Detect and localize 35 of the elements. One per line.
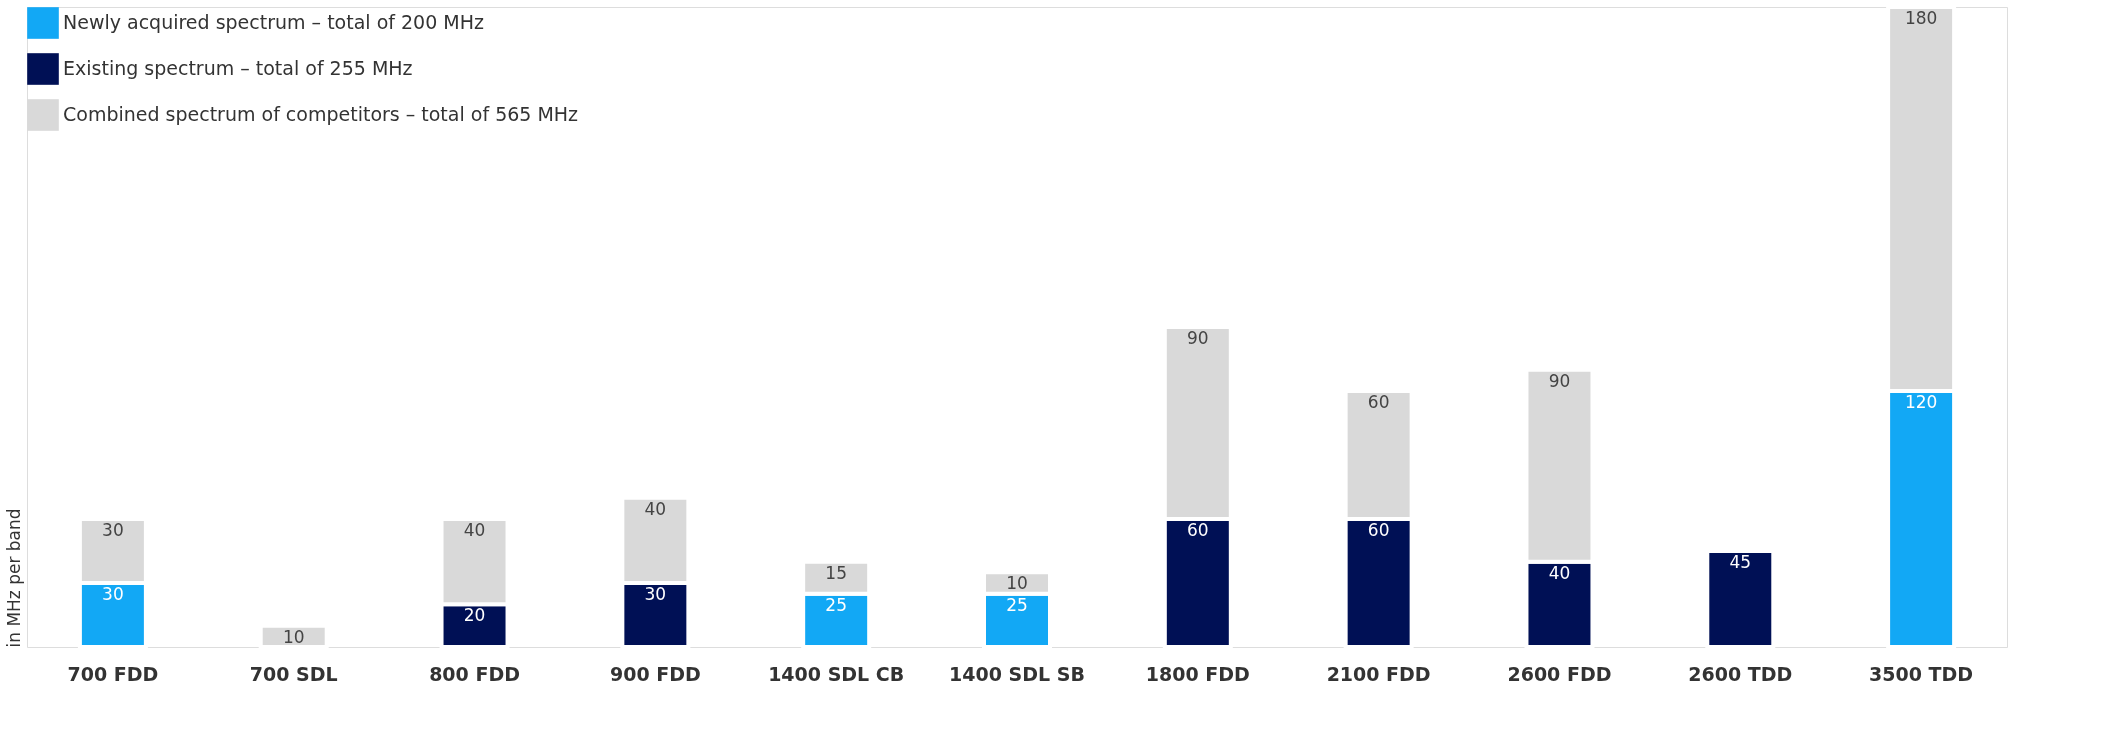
data-label: 30	[102, 584, 124, 604]
x-tick-label: 2600 FDD	[1507, 662, 1612, 685]
data-label: 90	[1548, 370, 1571, 391]
data-label: 30	[644, 584, 667, 604]
x-tick-label: 700 SDL	[249, 662, 338, 685]
data-label: 15	[825, 562, 847, 583]
data-label: 60	[1367, 520, 1390, 540]
data-label: 20	[463, 605, 486, 626]
x-tick-label: 2100 FDD	[1326, 662, 1431, 685]
x-tick-label: 3500 TDD	[1869, 662, 1974, 685]
legend-label: Combined spectrum of competitors – total of 565 MHz	[63, 103, 579, 125]
data-label: 90	[1187, 328, 1209, 348]
data-label: 60	[1367, 392, 1390, 412]
data-label: 25	[825, 594, 847, 615]
data-label: 120	[1904, 392, 1938, 412]
x-tick-label: 900 FDD	[609, 662, 701, 685]
data-label: 45	[1729, 552, 1752, 572]
data-label: 30	[102, 520, 124, 540]
data-label: 40	[1548, 562, 1571, 583]
x-tick-label: 2600 TDD	[1688, 662, 1793, 685]
x-tick-label: 1400 SDL CB	[768, 662, 905, 685]
data-label: 40	[644, 498, 667, 519]
x-tick-label: 700 FDD	[67, 662, 159, 685]
data-label: 10	[282, 626, 305, 647]
x-tick-label: 1800 FDD	[1145, 662, 1250, 685]
x-tick-label: 800 FDD	[429, 662, 520, 685]
data-label: 180	[1904, 8, 1938, 28]
legend-label: Newly acquired spectrum – total of 200 MHz	[63, 11, 484, 33]
y-axis-title: in MHz per band	[3, 508, 24, 648]
data-label: 25	[1006, 594, 1028, 615]
legend-label: Existing spectrum – total of 255 MHz	[63, 57, 413, 79]
x-tick-label: 1400 SDL SB	[949, 662, 1085, 685]
data-label: 40	[463, 520, 486, 540]
data-label: 60	[1187, 520, 1209, 540]
data-label: 10	[1006, 573, 1028, 594]
